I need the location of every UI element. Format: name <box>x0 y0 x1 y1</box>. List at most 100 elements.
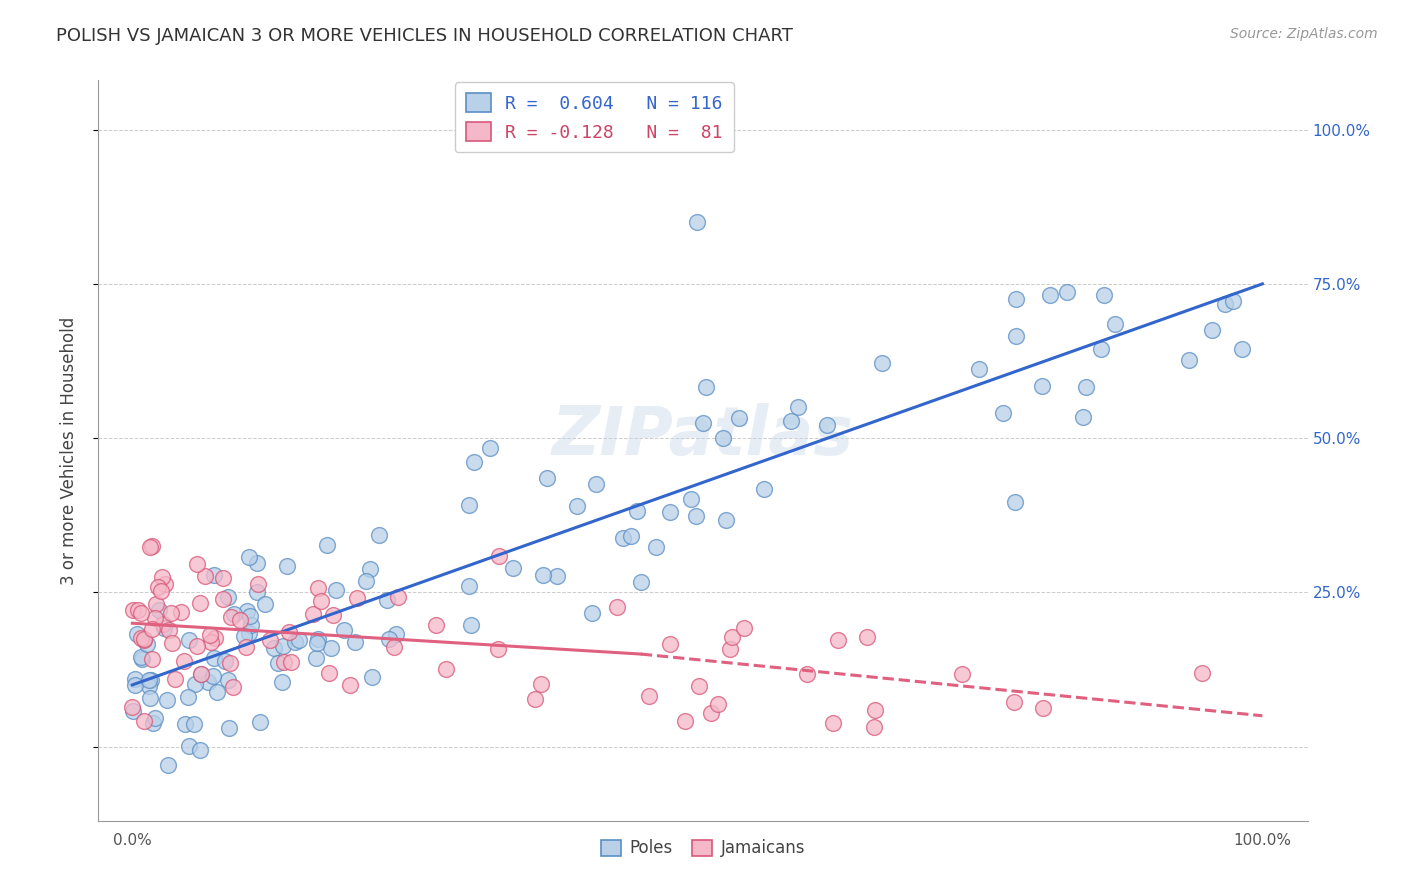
Point <box>385 627 408 641</box>
Point <box>714 513 737 527</box>
Point <box>150 570 173 584</box>
Point <box>367 528 389 542</box>
Point <box>124 678 146 692</box>
Point <box>1104 317 1126 331</box>
Point <box>567 499 589 513</box>
Point <box>307 632 329 646</box>
Point <box>217 673 239 687</box>
Point <box>377 593 399 607</box>
Point <box>659 637 682 651</box>
Point <box>606 599 628 614</box>
Point <box>159 606 181 620</box>
Point <box>129 606 152 620</box>
Point <box>131 650 153 665</box>
Point <box>827 633 849 648</box>
Point <box>1002 695 1025 709</box>
Point <box>733 621 755 635</box>
Point <box>271 675 294 690</box>
Point <box>193 569 215 583</box>
Point <box>692 416 714 430</box>
Point <box>1213 296 1236 310</box>
Point <box>707 697 730 711</box>
Text: 0.0%: 0.0% <box>112 833 152 848</box>
Point <box>695 379 717 393</box>
Point <box>1039 288 1062 302</box>
Point <box>280 655 302 669</box>
Point <box>271 640 294 654</box>
Point <box>222 680 245 694</box>
Point <box>138 679 160 693</box>
Point <box>228 613 250 627</box>
Point <box>127 627 149 641</box>
Point <box>238 549 260 564</box>
Point <box>239 608 262 623</box>
Point <box>143 611 166 625</box>
Point <box>486 642 509 657</box>
Point <box>259 632 281 647</box>
Point <box>263 641 285 656</box>
Point <box>277 625 299 640</box>
Point <box>870 356 893 370</box>
Point <box>273 655 295 669</box>
Point <box>463 455 485 469</box>
Text: Source: ZipAtlas.com: Source: ZipAtlas.com <box>1230 27 1378 41</box>
Point <box>177 690 200 705</box>
Point <box>224 607 246 621</box>
Point <box>1230 342 1253 356</box>
Point <box>122 603 145 617</box>
Point <box>188 596 211 610</box>
Point <box>190 667 212 681</box>
Point <box>679 491 702 506</box>
Point <box>139 690 162 705</box>
Point <box>142 716 165 731</box>
Point <box>121 700 143 714</box>
Point <box>204 632 226 646</box>
Point <box>1201 323 1223 337</box>
Point <box>585 477 607 491</box>
Point <box>186 557 208 571</box>
Point <box>1031 379 1053 393</box>
Point <box>173 717 195 731</box>
Point <box>318 665 340 680</box>
Point <box>531 568 554 582</box>
Point <box>1222 294 1244 309</box>
Point <box>186 639 208 653</box>
Point <box>246 585 269 599</box>
Point <box>179 739 201 753</box>
Point <box>479 441 502 455</box>
Point <box>1191 666 1213 681</box>
Point <box>132 632 155 646</box>
Point <box>253 598 276 612</box>
Point <box>235 640 257 654</box>
Point <box>307 582 329 596</box>
Point <box>502 561 524 575</box>
Point <box>141 539 163 553</box>
Point <box>536 470 558 484</box>
Point <box>1032 700 1054 714</box>
Point <box>796 667 818 681</box>
Point <box>727 411 749 425</box>
Point <box>163 672 186 686</box>
Point <box>434 662 457 676</box>
Point <box>302 607 325 622</box>
Point <box>546 568 568 582</box>
Point <box>1092 288 1115 302</box>
Point <box>183 716 205 731</box>
Point <box>1056 285 1078 299</box>
Point <box>146 580 169 594</box>
Point <box>673 714 696 728</box>
Point <box>321 640 343 655</box>
Point <box>149 584 172 599</box>
Point <box>1004 495 1026 509</box>
Point <box>523 692 546 706</box>
Point <box>201 669 224 683</box>
Text: POLISH VS JAMAICAN 3 OR MORE VEHICLES IN HOUSEHOLD CORRELATION CHART: POLISH VS JAMAICAN 3 OR MORE VEHICLES IN… <box>56 27 793 45</box>
Point <box>322 607 344 622</box>
Legend: Poles, Jamaicans: Poles, Jamaicans <box>595 833 811 864</box>
Point <box>207 685 229 699</box>
Point <box>718 641 741 656</box>
Point <box>333 624 356 638</box>
Point <box>457 579 479 593</box>
Point <box>786 401 808 415</box>
Point <box>198 628 221 642</box>
